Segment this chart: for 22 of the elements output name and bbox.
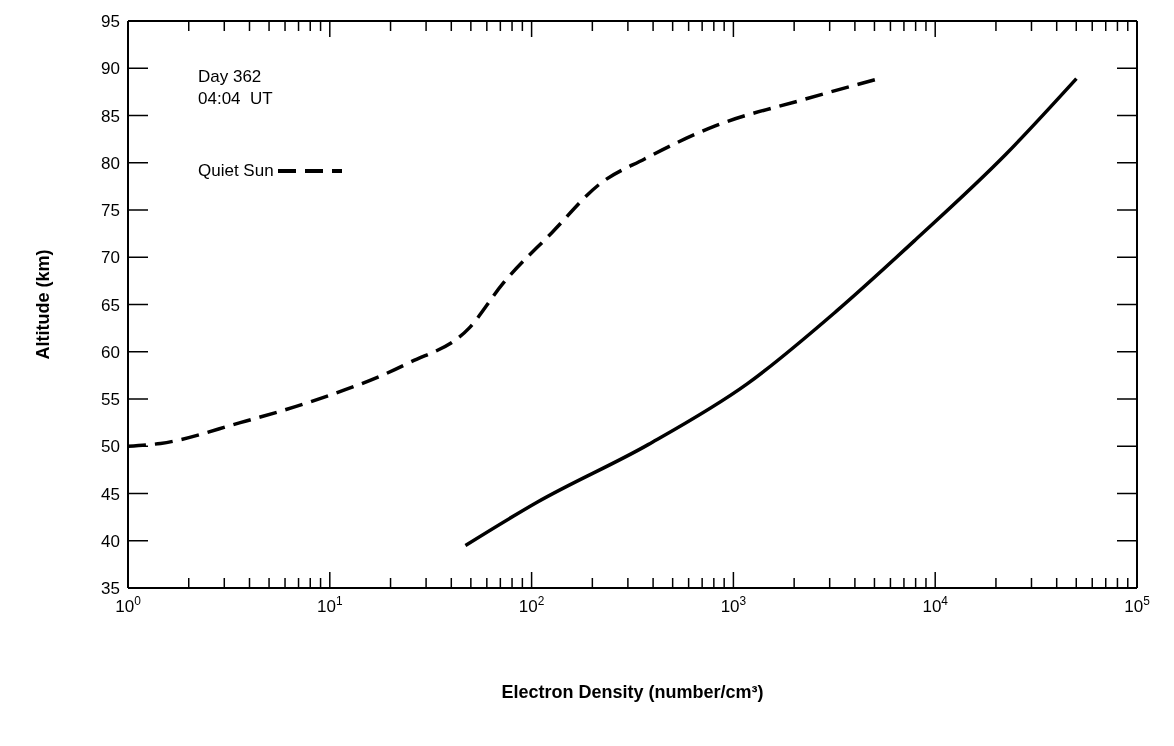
y-tick-label: 50	[101, 437, 120, 457]
y-tick-label: 65	[101, 295, 120, 315]
x-tick-label: 10$^{3}$	[720, 594, 747, 616]
x-axis-title: Electron Density (number/cm³)	[501, 682, 764, 702]
x-tick-label: 10$^{2}$	[518, 594, 545, 616]
x-tick-label: 10$^{5}$	[1124, 594, 1151, 616]
y-tick-label: 95	[101, 12, 120, 31]
legend-label: Quiet Sun	[198, 161, 274, 181]
y-tick-label: 55	[101, 390, 120, 409]
x-tick-label: 10$^{4}$	[922, 594, 949, 616]
y-axis-title: Altitude (km)	[33, 249, 54, 360]
y-tick-label: 45	[101, 484, 120, 504]
annotation: 04:04 UT	[198, 88, 273, 110]
y-tick-label: 60	[101, 342, 120, 362]
y-tick-label: 80	[101, 153, 120, 173]
y-tick-label: 40	[101, 531, 120, 551]
x-tick-label: 10$^{1}$	[317, 594, 343, 616]
y-tick-label: 75	[101, 201, 120, 220]
y-tick-label: 85	[101, 106, 120, 126]
annotation: Day 362	[198, 66, 263, 88]
y-tick-label: 70	[101, 248, 120, 268]
y-tick-label: 90	[101, 59, 120, 79]
